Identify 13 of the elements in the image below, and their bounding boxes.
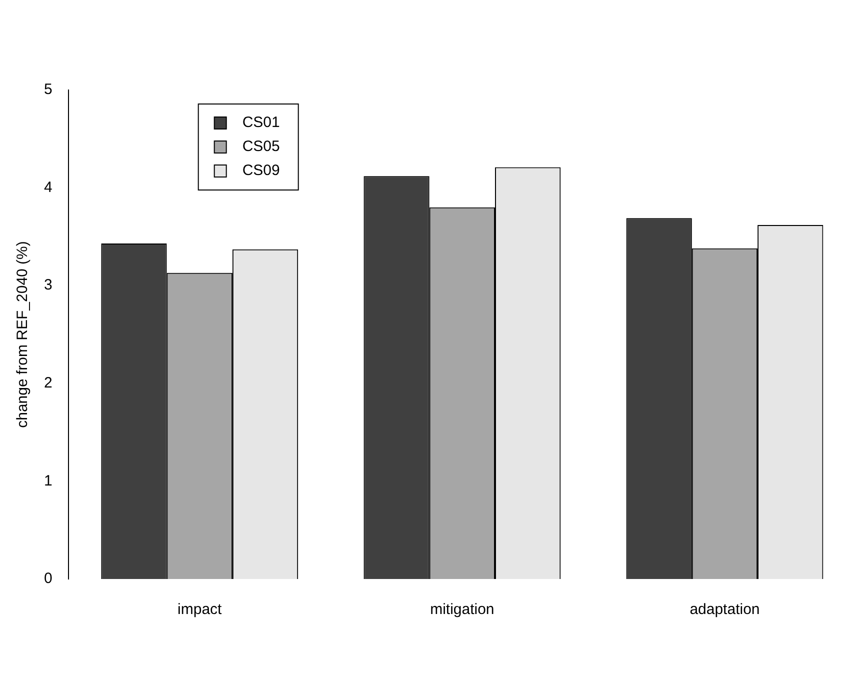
legend-label: CS01: [242, 114, 280, 132]
x-tick-label: mitigation: [430, 601, 494, 618]
y-tick-label: 2: [44, 374, 52, 392]
y-tick-label: 4: [44, 178, 52, 196]
x-tick-label: adaptation: [690, 601, 760, 618]
legend-label: CS09: [242, 162, 280, 180]
y-tick-label: 1: [44, 472, 52, 490]
y-tick-label: 0: [44, 570, 52, 588]
x-tick-label: impact: [178, 601, 223, 618]
y-axis-title: change from REF_2040 (%): [14, 241, 32, 428]
legend-label: CS05: [242, 138, 280, 156]
y-tick-label: 3: [44, 276, 52, 294]
y-tick-label: 5: [44, 81, 52, 98]
